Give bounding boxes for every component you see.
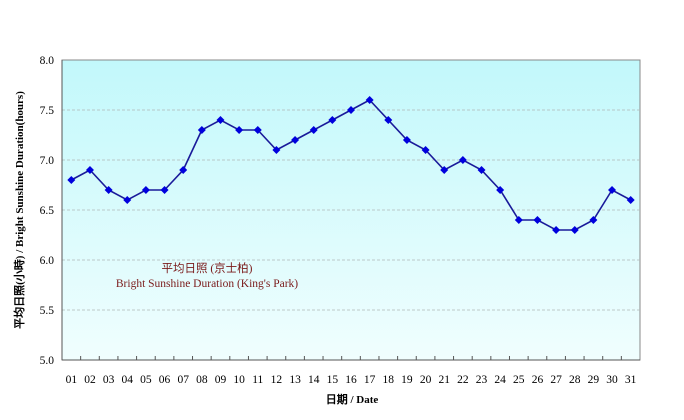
data-point-marker — [496, 186, 505, 194]
x-tick-label: 29 — [588, 374, 600, 386]
y-tick-label: 5.5 — [40, 305, 55, 317]
x-tick-label: 01 — [66, 374, 78, 386]
data-point-marker — [626, 196, 635, 204]
data-point-marker — [477, 166, 486, 174]
y-axis-ticks: 5.0 5.5 6.0 6.5 7.0 7.5 8.0 — [40, 55, 55, 367]
x-tick-label: 24 — [494, 374, 506, 386]
data-point-marker — [104, 186, 113, 194]
data-point-marker — [235, 126, 244, 134]
data-point-marker — [402, 136, 411, 144]
data-point-marker — [570, 226, 579, 234]
x-tick-label: 28 — [569, 374, 581, 386]
data-point-marker — [328, 116, 337, 124]
data-point-marker — [160, 186, 169, 194]
annotation-english: Bright Sunshine Duration (King's Park) — [116, 278, 298, 290]
y-axis-title: 平均日照(小時) / Bright Sunshine Duration(hour… — [12, 91, 26, 329]
data-point-marker — [309, 126, 318, 134]
x-tick-label: 18 — [383, 374, 395, 386]
x-tick-label: 15 — [327, 374, 339, 386]
data-point-marker — [253, 126, 262, 134]
data-point-marker — [458, 156, 467, 164]
data-point-marker — [123, 196, 132, 204]
data-point-marker — [347, 106, 355, 114]
y-tick-label: 7.5 — [40, 105, 55, 117]
y-tick-label: 6.0 — [40, 255, 55, 267]
x-tick-label: 04 — [122, 374, 134, 386]
x-tick-label: 23 — [476, 374, 488, 386]
x-tick-label: 14 — [308, 374, 320, 386]
x-tick-label: 30 — [606, 374, 618, 386]
data-markers — [67, 96, 635, 234]
y-tick-label: 5.0 — [40, 355, 55, 367]
data-point-marker — [514, 216, 523, 224]
x-tick-label: 25 — [513, 374, 525, 386]
x-tick-label: 10 — [233, 374, 245, 386]
x-tick-label: 22 — [457, 374, 469, 386]
x-tick-label: 20 — [420, 374, 432, 386]
y-tick-label: 8.0 — [40, 55, 55, 67]
y-tick-label: 6.5 — [40, 205, 55, 217]
data-point-marker — [552, 226, 561, 234]
gridlines — [62, 109, 640, 311]
data-point-marker — [272, 146, 281, 154]
x-axis-ticks: 01 02 03 04 05 06 07 08 09 10 11 12 13 14 15 16 17 18 19 20… — [66, 356, 637, 386]
x-tick-label: 16 — [345, 374, 357, 386]
x-tick-label: 27 — [550, 374, 562, 386]
x-tick-label: 11 — [252, 374, 263, 386]
data-point-marker — [608, 186, 617, 194]
x-tick-label: 03 — [103, 374, 115, 386]
data-point-marker — [291, 136, 300, 144]
data-point-marker — [533, 216, 542, 224]
data-point-marker — [365, 96, 374, 104]
data-point-marker — [589, 216, 598, 224]
x-tick-label: 07 — [177, 374, 189, 386]
x-tick-label: 26 — [532, 374, 544, 386]
data-point-marker — [85, 166, 94, 174]
x-tick-label: 21 — [438, 374, 450, 386]
data-point-marker — [384, 116, 393, 124]
x-axis-title: 日期 / Date — [326, 392, 379, 406]
x-tick-label: 05 — [140, 374, 152, 386]
y-tick-label: 7.0 — [40, 155, 55, 167]
x-tick-label: 31 — [625, 374, 637, 386]
x-tick-label: 13 — [289, 374, 301, 386]
x-tick-label: 09 — [215, 374, 227, 386]
x-tick-label: 06 — [159, 374, 171, 386]
x-tick-label: 12 — [271, 374, 283, 386]
data-point-marker — [197, 126, 206, 134]
x-tick-label: 02 — [84, 374, 96, 386]
annotation-chinese: 平均日照 (京士柏) — [161, 261, 252, 275]
data-point-marker — [440, 166, 449, 174]
data-point-marker — [216, 116, 225, 124]
x-tick-label: 19 — [401, 374, 413, 386]
data-point-marker — [421, 146, 430, 154]
x-tick-label: 08 — [196, 374, 208, 386]
data-point-marker — [179, 166, 188, 174]
data-point-marker — [141, 186, 150, 194]
x-tick-label: 17 — [364, 374, 376, 386]
data-point-marker — [67, 176, 76, 184]
